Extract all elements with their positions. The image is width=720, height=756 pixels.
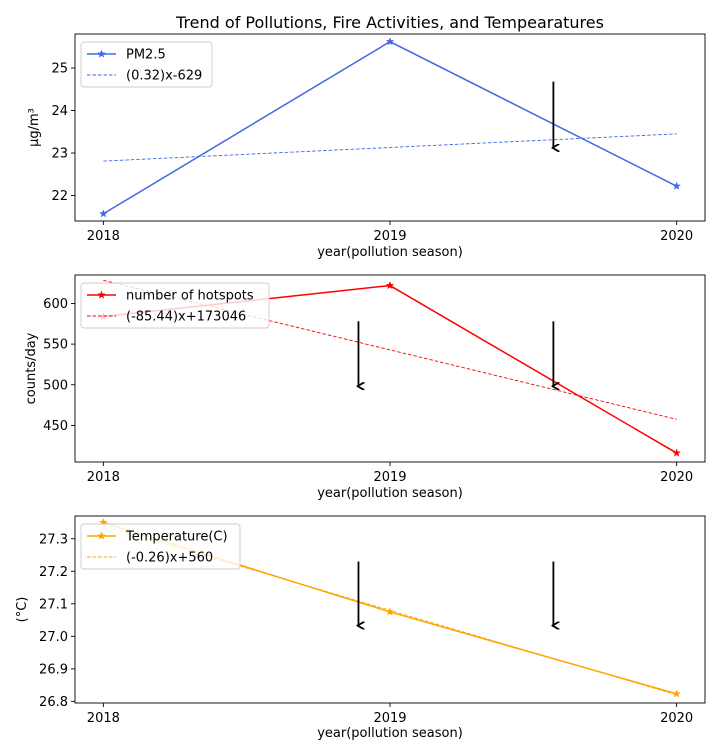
x-tick-label: 2020 (660, 711, 693, 726)
x-axis-label: year(pollution season) (317, 486, 463, 501)
x-tick-label: 2020 (660, 229, 693, 244)
x-tick-label: 2019 (373, 470, 406, 485)
legend-box (80, 282, 270, 329)
y-tick-label: 550 (43, 338, 68, 353)
data-point (672, 181, 681, 190)
y-tick-label: 26.9 (39, 662, 68, 677)
y-tick-label: 27.1 (39, 597, 68, 612)
y-tick-label: 26.8 (39, 695, 68, 710)
data-point (385, 607, 395, 616)
y-tick-label: 450 (43, 419, 68, 434)
data-point (672, 448, 681, 457)
data-point (672, 689, 681, 698)
y-tick-label: 24 (51, 104, 68, 119)
legend-entry: number of hotspots (126, 289, 254, 304)
legend-entry: PM2.5 (126, 48, 166, 63)
data-point (385, 37, 395, 46)
y-tick-label: 22 (51, 189, 68, 204)
y-tick-label: 27.2 (39, 565, 68, 580)
data-point (385, 281, 395, 290)
x-tick-label: 2018 (87, 229, 120, 244)
trend-line (103, 133, 677, 162)
x-tick-label: 2018 (87, 470, 120, 485)
x-tick-label: 2020 (660, 470, 693, 485)
y-tick-label: 25 (51, 62, 68, 77)
y-tick-label: 27.3 (39, 532, 68, 547)
chart-panel-2: 2018 2019 2020 450 500 550 600 year(pollution s… (24, 274, 706, 501)
y-tick-label: 500 (43, 378, 68, 393)
y-axis-label: counts/day (24, 332, 39, 404)
y-axis-label: µg/m³ (27, 108, 42, 147)
legend-entry: (-85.44)x+173046 (126, 310, 246, 325)
chart-panel-3: 2018 2019 2020 26.8 26.9 27.0 27.1 27.2 27.3 year… (15, 515, 706, 741)
legend-swatch-marker (97, 290, 106, 299)
chart-title: Trend of Pollutions, Fire Activities, an… (175, 13, 604, 32)
y-tick-label: 600 (43, 297, 68, 312)
y-axis-label: (°C) (15, 597, 30, 623)
x-axis-label: year(pollution season) (317, 726, 463, 741)
legend-swatch-marker (97, 49, 106, 58)
chart-panel-1: 2018 2019 2020 22 23 24 25 year(pollution seaso… (27, 33, 706, 260)
x-tick-label: 2019 (373, 229, 406, 244)
y-tick-label: 23 (51, 147, 68, 162)
x-axis-label: year(pollution season) (317, 245, 463, 260)
x-tick-label: 2019 (373, 711, 406, 726)
legend-entry: (-0.26)x+560 (126, 551, 213, 566)
trend-line (103, 279, 677, 420)
x-tick-label: 2018 (87, 711, 120, 726)
y-tick-label: 27.0 (39, 630, 68, 645)
legend-box (80, 523, 241, 570)
legend-entry: Temperature(C) (125, 530, 228, 545)
data-point (99, 209, 108, 218)
legend-swatch-marker (97, 531, 106, 540)
legend-entry: (0.32)x-629 (126, 69, 202, 84)
